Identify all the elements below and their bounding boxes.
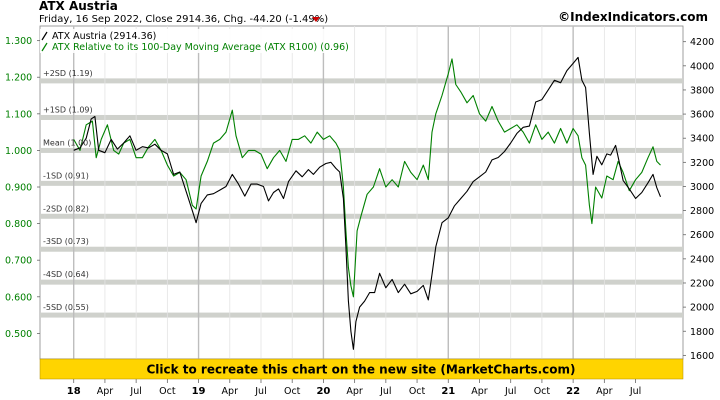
vertical-gridlines (73, 26, 636, 359)
right-tick-label: 1800 (690, 327, 714, 338)
x-tick-label: Apr (596, 386, 613, 397)
sd-band (40, 114, 683, 120)
x-tick-label: Apr (346, 386, 363, 397)
right-axis: 4200 4000 3800 3600 3400 3200 3000 2800 2600 2400… (683, 37, 714, 362)
legend-item-r100: ATX Relative to its 100-Day Moving Avera… (52, 42, 349, 53)
sd-band-labels: +2SD (1.19) +1SD (1.09) Mean (1.00) -1SD (0… (43, 69, 93, 312)
atx-line (73, 56, 662, 350)
right-tick-label: 3000 (690, 182, 714, 193)
chart-title: ATX Austria (39, 0, 118, 13)
recreate-chart-banner[interactable]: Click to recreate this chart on the new … (39, 358, 684, 380)
right-tick-label: 4200 (690, 37, 714, 48)
right-tick-label: 3400 (690, 134, 714, 145)
x-tick-label: Jul (629, 386, 641, 397)
right-tick-label: 2000 (690, 303, 714, 314)
x-tick-label: Apr (97, 386, 114, 397)
left-tick-label: 0.600 (5, 292, 32, 303)
sd-band-label: +1SD (1.09) (43, 105, 93, 114)
sd-band-label: -2SD (0.82) (43, 204, 89, 213)
left-axis: 1.300 1.200 1.100 1.000 0.900 0.800 0.700 0.600… (5, 36, 40, 340)
sd-band (40, 312, 683, 318)
sd-band (40, 180, 683, 186)
x-tick-label: Apr (471, 386, 488, 397)
left-tick-label: 1.100 (5, 109, 32, 120)
right-tick-label: 2400 (690, 254, 714, 265)
x-tick-label: Oct (284, 386, 301, 397)
right-tick-label: 2600 (690, 230, 714, 241)
site-credit: ©IndexIndicators.com (558, 10, 708, 24)
right-tick-label: 3200 (690, 158, 714, 169)
right-tick-label: 2200 (690, 278, 714, 289)
sd-band (40, 246, 683, 252)
right-tick-label: 2800 (690, 206, 714, 217)
left-tick-label: 0.800 (5, 219, 32, 230)
x-tick-label: Jul (254, 386, 266, 397)
sd-bands (40, 78, 683, 318)
x-axis: 18 Apr Jul Oct 19 Apr Jul Oct 20 Apr Jul Oct 21 Apr Ju… (67, 379, 641, 397)
sd-band-label: -4SD (0.64) (43, 270, 89, 279)
left-tick-label: 0.500 (5, 329, 32, 340)
x-tick-label: 21 (441, 386, 455, 397)
x-tick-label: 22 (566, 386, 580, 397)
x-tick-label: Oct (409, 386, 426, 397)
left-tick-label: 1.200 (5, 73, 32, 84)
sd-band-label: -1SD (0.91) (43, 171, 89, 180)
sd-band (40, 147, 683, 153)
legend: ATX Austria (2914.36) ATX Relative to it… (40, 29, 350, 53)
series-lines (73, 56, 662, 350)
right-tick-label: 1600 (690, 351, 714, 362)
sd-band-label: -3SD (0.73) (43, 237, 89, 246)
right-tick-label: 4000 (690, 61, 714, 72)
left-tick-label: 0.900 (5, 183, 32, 194)
x-tick-label: 20 (316, 386, 330, 397)
x-tick-label: Jul (129, 386, 141, 397)
chart-subtitle: Friday, 16 Sep 2022, Close 2914.36, Chg.… (39, 14, 328, 25)
left-tick-label: 1.300 (5, 36, 32, 47)
sd-band-label: -5SD (0.55) (43, 303, 89, 312)
right-tick-label: 3600 (690, 110, 714, 121)
x-tick-label: 19 (192, 386, 206, 397)
down-arrow-icon (312, 17, 320, 22)
right-tick-label: 3800 (690, 85, 714, 96)
sd-band-label: +2SD (1.19) (43, 69, 93, 78)
r100-line (73, 58, 661, 298)
legend-swatch-r100-icon (41, 42, 48, 52)
sd-band (40, 213, 683, 219)
sd-band (40, 78, 683, 84)
left-tick-label: 0.700 (5, 256, 32, 267)
x-tick-label: Oct (534, 386, 551, 397)
x-tick-label: Jul (379, 386, 391, 397)
banner-text[interactable]: Click to recreate this chart on the new … (146, 363, 575, 377)
sd-band-label: Mean (1.00) (43, 138, 91, 147)
left-tick-label: 1.000 (5, 146, 32, 157)
legend-swatch-atx-icon (41, 31, 48, 41)
x-tick-label: Jul (504, 386, 516, 397)
legend-item-atx: ATX Austria (2914.36) (52, 31, 156, 42)
x-tick-label: 18 (67, 386, 81, 397)
sd-band (40, 279, 683, 285)
x-tick-label: Oct (159, 386, 176, 397)
x-tick-label: Apr (222, 386, 239, 397)
